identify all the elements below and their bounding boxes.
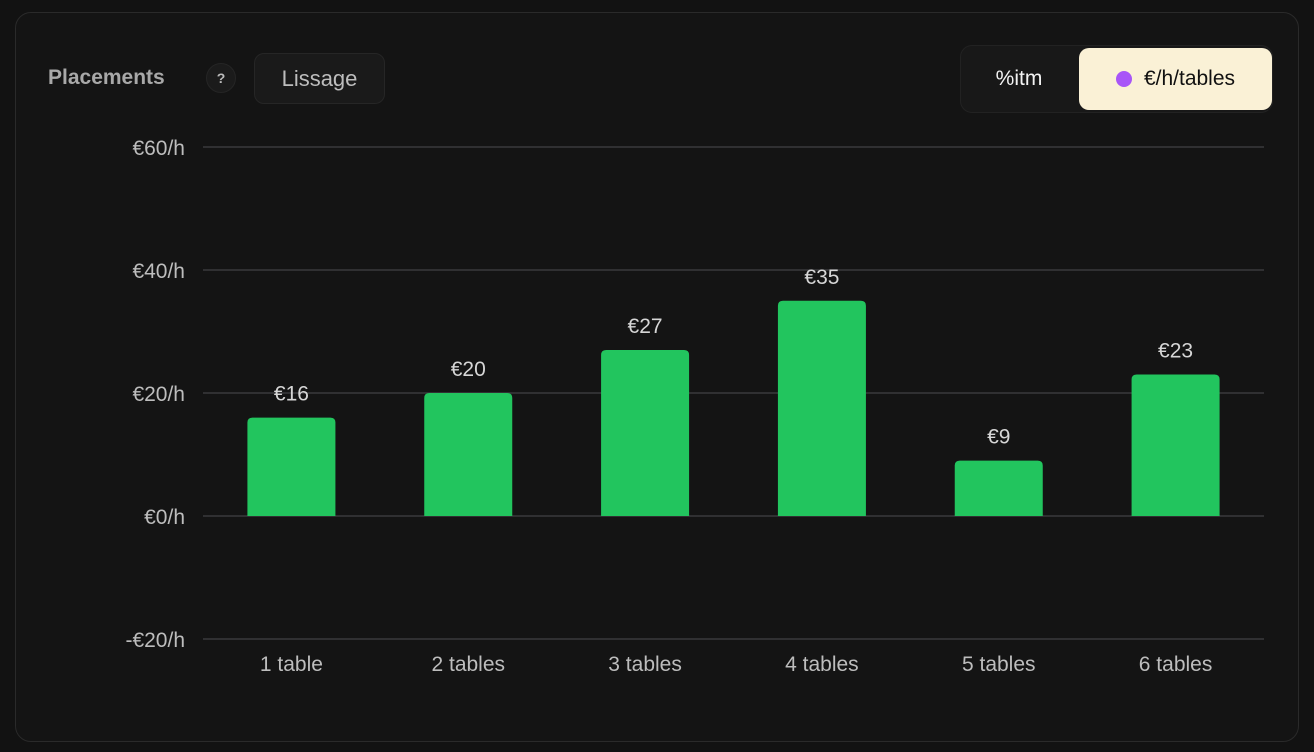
x-tick-label: 1 table bbox=[260, 653, 323, 676]
chart-title: Placements bbox=[48, 66, 165, 89]
bar[interactable] bbox=[247, 417, 336, 516]
data-label: €20 bbox=[451, 358, 486, 381]
bar[interactable] bbox=[954, 460, 1043, 516]
smoothing-button[interactable]: Lissage bbox=[254, 53, 385, 104]
x-tick-label: 6 tables bbox=[1139, 653, 1213, 676]
toggle-option-label: €/h/tables bbox=[1143, 67, 1236, 90]
x-tick-label: 5 tables bbox=[962, 653, 1036, 676]
help-icon[interactable]: ? bbox=[206, 63, 236, 93]
data-label: €16 bbox=[274, 383, 309, 406]
y-tick-label: -€20/h bbox=[125, 629, 185, 652]
bar[interactable] bbox=[1131, 374, 1220, 516]
data-label: €23 bbox=[1158, 340, 1193, 363]
data-label: €35 bbox=[804, 266, 839, 289]
y-tick-label: €60/h bbox=[132, 137, 185, 160]
bar[interactable] bbox=[601, 349, 690, 516]
toggle-option-eur-per-hour[interactable]: €/h/tables bbox=[1079, 48, 1272, 110]
y-tick-label: €20/h bbox=[132, 383, 185, 406]
metric-toggle: %itm €/h/tables bbox=[960, 45, 1273, 113]
y-tick-label: €40/h bbox=[132, 260, 185, 283]
x-tick-label: 2 tables bbox=[431, 653, 505, 676]
x-tick-label: 3 tables bbox=[608, 653, 682, 676]
data-label: €27 bbox=[628, 315, 663, 338]
data-label: €9 bbox=[987, 426, 1010, 449]
toggle-option-itm[interactable]: %itm bbox=[995, 67, 1043, 90]
y-tick-label: €0/h bbox=[144, 506, 185, 529]
selected-dot-icon bbox=[1115, 71, 1132, 87]
bar[interactable] bbox=[777, 300, 866, 516]
x-tick-label: 4 tables bbox=[785, 653, 859, 676]
bar[interactable] bbox=[424, 393, 513, 516]
